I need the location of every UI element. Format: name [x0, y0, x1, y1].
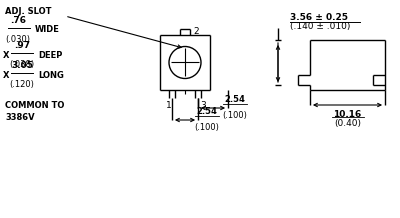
Text: .76: .76: [10, 16, 26, 25]
Text: ADJ. SLOT: ADJ. SLOT: [5, 7, 52, 17]
Text: (.100): (.100): [194, 123, 220, 132]
Text: DEEP: DEEP: [38, 51, 62, 60]
Text: 3.56 ± 0.25: 3.56 ± 0.25: [290, 14, 348, 22]
Text: COMMON TO: COMMON TO: [5, 100, 64, 109]
Text: 3: 3: [200, 101, 206, 110]
Text: 10.16: 10.16: [333, 110, 362, 119]
Text: 3.05: 3.05: [11, 61, 33, 70]
Text: LONG: LONG: [38, 70, 64, 80]
Text: .97: .97: [14, 41, 30, 50]
Text: 2: 2: [193, 27, 199, 36]
Text: 2.54: 2.54: [224, 95, 246, 104]
Text: 3386V: 3386V: [5, 112, 35, 121]
Text: (.140 ± .010): (.140 ± .010): [290, 22, 350, 31]
Text: X: X: [3, 70, 10, 80]
Text: X: X: [3, 51, 10, 60]
Text: 2.54: 2.54: [196, 107, 218, 116]
Text: (.100): (.100): [222, 111, 248, 120]
Text: (.038): (.038): [10, 60, 34, 69]
Text: (.120): (.120): [10, 80, 34, 89]
Text: 1: 1: [166, 101, 172, 110]
Text: (.030): (.030): [6, 35, 30, 44]
Text: WIDE: WIDE: [35, 26, 60, 34]
Text: (0.40): (0.40): [334, 119, 361, 128]
